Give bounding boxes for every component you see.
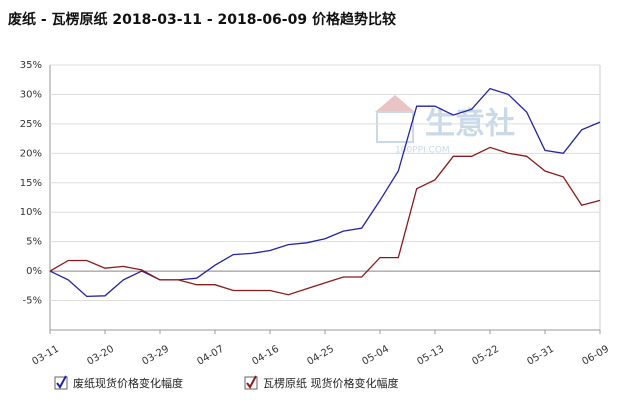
legend-label: 废纸现货价格变化幅度 [73,376,183,390]
chart-title: 废纸 - 瓦楞原纸 2018-03-11 - 2018-06-09 价格趋势比较 [8,11,396,28]
x-tick-label: 05-31 [525,344,556,368]
legend-item[interactable]: 瓦楞原纸 现货价格变化幅度 [244,375,399,390]
x-tick-label: 03-11 [30,344,61,368]
legend-item[interactable]: 废纸现货价格变化幅度 [54,375,183,390]
x-tick-label: 05-22 [470,344,501,368]
y-tick-label: -5% [23,296,42,307]
legend-check [56,375,67,389]
series-line [49,146,601,296]
x-tick-label: 03-29 [140,344,171,368]
y-tick-label: 15% [20,178,42,189]
y-tick-label: 5% [26,237,42,248]
x-tick-label: 04-16 [250,344,281,368]
x-tick-label: 03-20 [85,344,116,368]
watermark: 生意社 100PPI.COM [375,95,515,156]
x-tick-label: 04-07 [195,344,226,368]
x-tick-label: 04-25 [305,344,336,368]
x-tick-label: 05-04 [360,344,391,368]
logo-roof [375,95,415,112]
y-tick-label: 35% [20,60,42,71]
y-tick-label: 0% [26,266,42,277]
x-tick-label: 06-09 [580,344,611,368]
legend-check [246,375,257,389]
x-tick-label: 05-13 [415,344,446,368]
y-tick-label: 10% [20,207,42,218]
watermark-url: 100PPI.COM [395,146,450,156]
series-line [49,87,601,298]
legend-label: 瓦楞原纸 现货价格变化幅度 [263,376,399,390]
y-tick-label: 20% [20,148,42,159]
y-tick-label: 25% [20,119,42,130]
logo-box [376,111,414,143]
y-tick-label: 30% [20,89,42,100]
